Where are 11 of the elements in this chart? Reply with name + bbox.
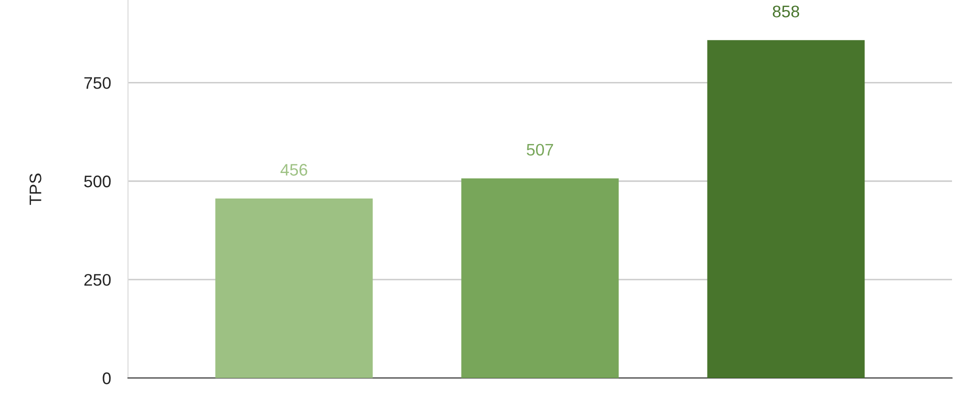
- y-tick-label: 750: [84, 77, 111, 89]
- bar: [215, 198, 373, 378]
- y-tick-label: 250: [84, 274, 111, 286]
- y-tick-label: 0: [102, 372, 111, 384]
- y-axis-title: TPS: [30, 174, 42, 205]
- data-label: 858: [772, 6, 800, 18]
- y-tick-label: 500: [84, 176, 111, 188]
- data-label: 456: [280, 164, 308, 176]
- data-label: 507: [526, 144, 554, 156]
- bar: [707, 40, 865, 378]
- bar: [461, 178, 619, 378]
